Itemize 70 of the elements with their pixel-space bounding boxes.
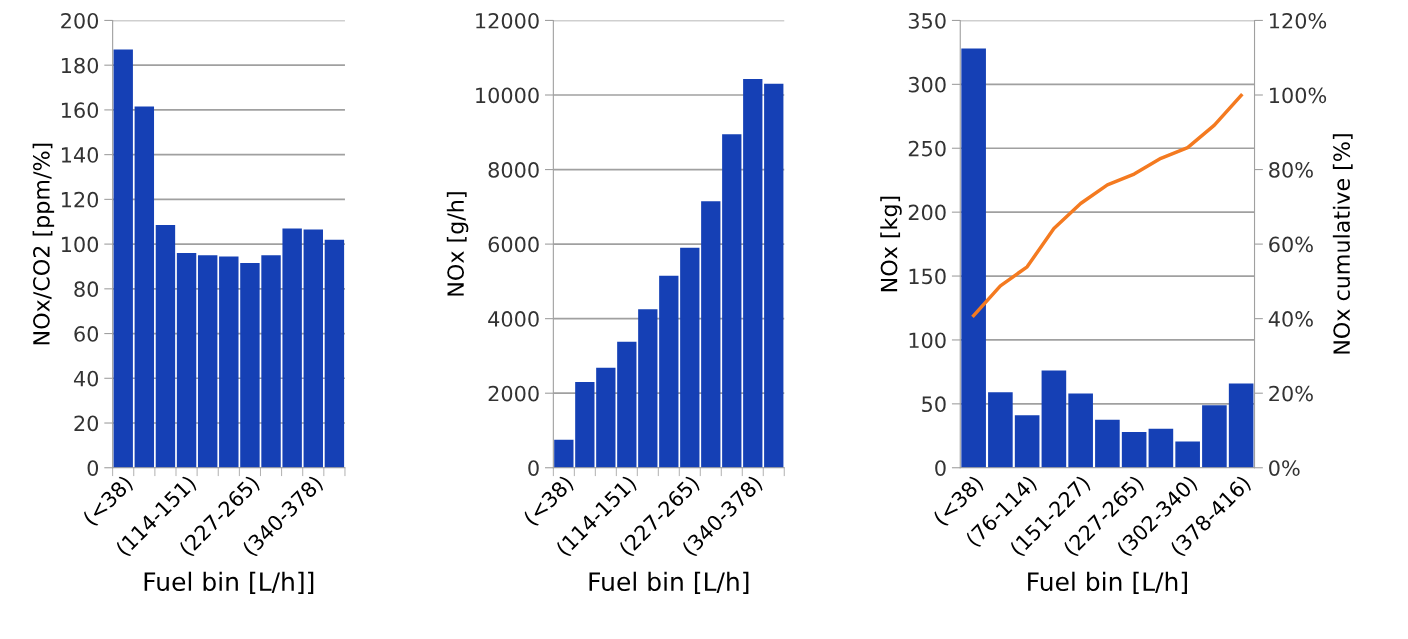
bar	[680, 247, 700, 468]
bar	[197, 255, 218, 468]
bar	[1228, 383, 1254, 468]
y-axis-title: NOx [kg]	[880, 196, 902, 292]
bar	[1014, 415, 1040, 468]
y-tick-label: 0	[528, 460, 539, 476]
bar	[134, 106, 155, 468]
bar	[764, 83, 784, 468]
y-tick-label: 4000	[488, 311, 539, 327]
y-tick-label: 200	[61, 12, 99, 29]
bar	[575, 382, 595, 468]
bar	[1148, 428, 1174, 468]
y2-tick-label: 60%	[1269, 236, 1313, 253]
x-axis-title: Fuel bin [L/h]	[1028, 571, 1187, 595]
y2-tick-label: 120%	[1270, 12, 1327, 29]
y-tick-label: 200	[908, 204, 946, 221]
y-tick-label: 2000	[488, 385, 539, 402]
bar	[1175, 441, 1200, 468]
y-tick-label: 100	[909, 332, 946, 349]
bar	[617, 341, 637, 468]
bar	[638, 309, 658, 468]
bar	[1095, 419, 1120, 468]
y-tick-label: 140	[61, 147, 99, 163]
y2-tick-label: 40%	[1268, 311, 1313, 327]
y-axis-title: NOx [g/h]	[446, 192, 469, 296]
bar	[176, 253, 197, 468]
y-tick-label: 300	[908, 76, 946, 93]
y-tick-label: 8000	[488, 162, 539, 178]
y-tick-label: 100	[61, 236, 99, 253]
y-tick-label: 180	[61, 57, 99, 74]
y-tick-label: 120	[61, 191, 99, 208]
bar	[303, 229, 323, 468]
bar	[722, 134, 742, 468]
bar	[1202, 405, 1227, 468]
bar	[324, 239, 345, 468]
y-tick-label: 6000	[488, 236, 539, 253]
bar	[113, 49, 133, 468]
y-tick-label: 10000	[476, 87, 539, 104]
bar	[988, 392, 1013, 468]
bar	[596, 367, 616, 468]
y-tick-label: 40	[73, 370, 99, 387]
bar	[659, 275, 679, 468]
bar	[554, 439, 574, 468]
bar	[743, 78, 763, 468]
bar	[155, 225, 176, 468]
y2-tick-label: 100%	[1270, 87, 1327, 104]
y-tick-label: 0	[87, 460, 99, 476]
bar	[1041, 370, 1067, 468]
y-tick-label: 250	[908, 140, 946, 157]
y2-axis-title: NOx cumulative [%]	[1332, 134, 1353, 354]
y-tick-label: 60	[74, 326, 99, 342]
x-axis-title: Fuel bin [L/h]]	[144, 571, 314, 595]
line-series	[971, 93, 1243, 318]
bar	[1068, 393, 1093, 468]
y-axis-title: NOx/CO2 [ppm/%]	[32, 143, 55, 345]
y-tick-label: 12000	[476, 12, 539, 29]
y2-tick-label: 80%	[1269, 162, 1313, 178]
x-axis-title: Fuel bin [L/h]	[589, 571, 749, 595]
y-tick-label: 80	[74, 281, 99, 298]
bar	[961, 48, 986, 468]
y-tick-label: 0	[935, 460, 946, 476]
bar	[1121, 431, 1147, 468]
y-tick-label: 160	[61, 102, 99, 119]
y-tick-label: 50	[922, 396, 946, 413]
y2-tick-label: 20%	[1269, 385, 1313, 402]
y2-tick-label: 0%	[1269, 460, 1300, 476]
y-tick-label: 150	[909, 268, 946, 285]
y-tick-label: 350	[908, 12, 946, 29]
y-tick-label: 20	[74, 415, 99, 432]
bar	[701, 201, 721, 468]
